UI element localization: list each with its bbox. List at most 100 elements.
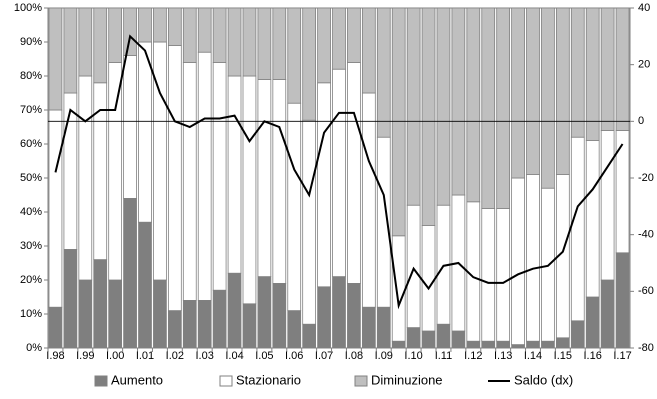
bar-segment bbox=[570, 320, 585, 349]
bar-segment bbox=[615, 7, 630, 131]
bar-segment bbox=[376, 7, 391, 138]
bar-segment bbox=[302, 7, 317, 121]
legend-swatch bbox=[354, 375, 368, 387]
bar-segment bbox=[48, 7, 63, 111]
bar-segment bbox=[332, 68, 346, 277]
y-tick-label: 0% bbox=[26, 342, 42, 354]
bar-segment bbox=[48, 306, 63, 349]
bar-segment bbox=[600, 129, 615, 281]
bar-segment bbox=[391, 340, 406, 349]
bar-segment bbox=[391, 235, 406, 342]
bar-segment bbox=[123, 7, 137, 56]
bar-segment bbox=[242, 7, 257, 77]
bar-segment bbox=[391, 7, 406, 237]
bar-segment bbox=[347, 282, 361, 349]
x-tick-label: I.98 bbox=[46, 350, 64, 362]
bar-segment bbox=[287, 102, 302, 311]
x-tick-label: I.07 bbox=[315, 350, 333, 362]
x-tick-label: I.15 bbox=[554, 350, 572, 362]
bar-segment bbox=[182, 7, 197, 63]
bar-segment bbox=[511, 177, 525, 346]
x-tick-label: I.08 bbox=[345, 350, 363, 362]
bar-segment bbox=[108, 279, 123, 349]
bar-segment bbox=[212, 289, 227, 349]
legend-swatch bbox=[94, 375, 108, 387]
bar-segment bbox=[257, 276, 272, 349]
y2-tick-label: 40 bbox=[638, 2, 650, 14]
y2-tick-label: 20 bbox=[638, 59, 650, 71]
bar-segment bbox=[317, 7, 331, 84]
bar-segment bbox=[93, 259, 108, 349]
bar-segment bbox=[511, 344, 525, 349]
y-tick-label: 70% bbox=[20, 104, 42, 116]
bar-segment bbox=[78, 75, 93, 281]
bar-segment bbox=[481, 208, 496, 342]
x-tick-label: I.10 bbox=[404, 350, 422, 362]
bar-segment bbox=[496, 208, 511, 342]
y-tick-label: 50% bbox=[20, 172, 42, 184]
bar-segment bbox=[317, 286, 331, 349]
y2-tick-label: -80 bbox=[638, 342, 654, 354]
bar-segment bbox=[466, 7, 481, 203]
bar-segment bbox=[272, 7, 287, 80]
bar-segment bbox=[526, 340, 540, 349]
bar-segment bbox=[227, 7, 242, 77]
bar-segment bbox=[212, 7, 227, 63]
y-tick-label: 30% bbox=[20, 240, 42, 252]
bar-segment bbox=[153, 279, 167, 349]
bar-segment bbox=[138, 7, 152, 43]
legend-swatch bbox=[219, 375, 233, 387]
bar-segment bbox=[287, 310, 302, 349]
bar-segment bbox=[242, 75, 257, 305]
bar-segment bbox=[376, 306, 391, 349]
bar-segment bbox=[272, 79, 287, 284]
legend-label: Diminuzione bbox=[371, 372, 443, 387]
bar-segment bbox=[436, 323, 451, 349]
bar-segment bbox=[63, 92, 78, 250]
bar-segment bbox=[197, 299, 212, 349]
bar-segment bbox=[361, 7, 376, 94]
x-tick-label: I.14 bbox=[524, 350, 542, 362]
bar-segment bbox=[302, 119, 317, 325]
legend-label: Saldo (dx) bbox=[514, 372, 573, 387]
bar-segment bbox=[123, 55, 137, 199]
bar-segment bbox=[600, 7, 615, 131]
bar-segment bbox=[421, 225, 436, 332]
y-tick-label: 60% bbox=[20, 138, 42, 150]
bar-segment bbox=[167, 7, 182, 46]
bar-segment bbox=[332, 7, 346, 70]
bar-segment bbox=[361, 92, 376, 308]
bar-segment bbox=[182, 299, 197, 349]
bar-segment bbox=[585, 140, 600, 298]
bar-segment bbox=[242, 303, 257, 349]
bar-segment bbox=[347, 62, 361, 284]
legend-label: Aumento bbox=[111, 372, 163, 387]
y2-tick-label: -60 bbox=[638, 285, 654, 297]
bar-segment bbox=[108, 7, 123, 63]
bar-segment bbox=[406, 204, 421, 328]
x-tick-label: I.01 bbox=[136, 350, 154, 362]
bar-segment bbox=[481, 340, 496, 349]
y-tick-label: 20% bbox=[20, 274, 42, 286]
y-tick-label: 100% bbox=[14, 2, 42, 14]
bar-segment bbox=[63, 248, 78, 349]
x-tick-label: I.17 bbox=[613, 350, 631, 362]
y2-tick-label: 0 bbox=[638, 115, 644, 127]
bar-segment bbox=[93, 7, 108, 84]
bar-segment bbox=[600, 279, 615, 349]
bar-segment bbox=[570, 7, 585, 138]
x-tick-label: I.00 bbox=[106, 350, 124, 362]
y-tick-label: 40% bbox=[20, 206, 42, 218]
bar-segment bbox=[361, 306, 376, 349]
bar-segment bbox=[257, 79, 272, 277]
bar-segment bbox=[421, 330, 436, 349]
bar-segment bbox=[347, 7, 361, 63]
bar-segment bbox=[197, 51, 212, 301]
bar-segment bbox=[138, 221, 152, 349]
bar-segment bbox=[123, 197, 137, 349]
bar-segment bbox=[182, 62, 197, 301]
x-tick-label: I.13 bbox=[494, 350, 512, 362]
bar-segment bbox=[287, 7, 302, 104]
x-tick-label: I.03 bbox=[196, 350, 214, 362]
bar-segment bbox=[48, 109, 63, 308]
